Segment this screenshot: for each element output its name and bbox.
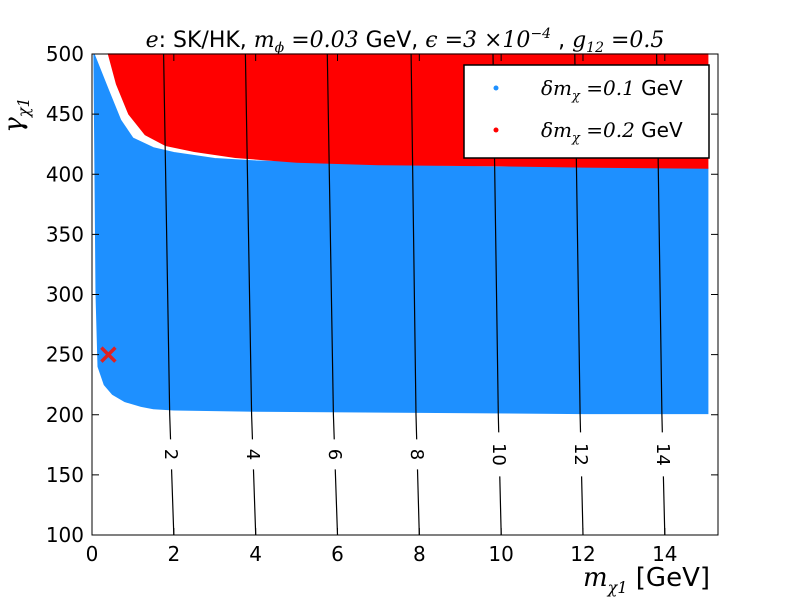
benchmark-marker (100, 346, 117, 363)
contour-label-10: 10 (488, 443, 509, 466)
x-label-unit: [GeV] (628, 563, 710, 593)
legend-label-blue: δmχ =0.1 GeV (541, 76, 683, 104)
title-lead-text: : SK/HK, (159, 28, 254, 53)
legend-marker-red (493, 127, 499, 133)
y-tick-label-500: 500 (46, 42, 84, 66)
contour-line-12 (574, 54, 584, 535)
chart-title: e: SK/HK, mϕ =0.03 GeV, ϵ =3 ×10−4 , g12… (146, 26, 665, 56)
y-tick-label-300: 300 (46, 283, 84, 307)
x-tick-label-14: 14 (652, 542, 677, 566)
title-eps-exp: −4 (530, 26, 551, 42)
x-label-sub: χ1 (607, 578, 628, 597)
title-eps-label: ϵ (425, 28, 437, 53)
contour-line-4 (244, 54, 257, 535)
x-label-var: m (583, 563, 608, 593)
legend-0-unit: GeV (635, 76, 683, 100)
y-tick-label-150: 150 (46, 463, 84, 487)
contour-line-8 (410, 54, 420, 535)
legend: δmχ =0.1 GeV δmχ =0.2 GeV (463, 64, 710, 159)
y-tick-label-350: 350 (46, 222, 84, 246)
marker-x (100, 346, 117, 363)
title-g-value: =0.5 (604, 28, 664, 53)
legend-1-sub: χ (571, 131, 581, 146)
legend-marker-blue (493, 85, 499, 91)
x-tick-label-12: 12 (570, 542, 595, 566)
title-g-label: g (572, 28, 586, 53)
y-axis-label: γχ1 (0, 97, 33, 132)
contour-line-6 (326, 54, 339, 535)
legend-1-value: =0.2 (580, 118, 635, 142)
title-g-sub: 12 (586, 40, 604, 56)
legend-box (463, 64, 710, 159)
y-label-sub: χ1 (14, 97, 33, 118)
legend-0-sub: χ (571, 89, 581, 104)
legend-0-var: δm (541, 76, 572, 100)
contour-line-14 (656, 54, 666, 535)
y-tick-label-450: 450 (46, 102, 84, 126)
y-tick-label-100: 100 (46, 523, 84, 547)
title-mphi-unit: GeV, (359, 28, 426, 53)
x-tick-label-10: 10 (488, 542, 513, 566)
legend-label-red: δmχ =0.2 GeV (541, 118, 683, 146)
contour-label-8: 8 (406, 449, 427, 460)
x-tick-label-4: 4 (249, 542, 262, 566)
x-tick-label-6: 6 (331, 542, 344, 566)
title-eps-value: =3 ×10 (438, 28, 531, 53)
title-mphi-value: =0.03 (284, 28, 358, 53)
y-axis-ticks: 100 150 200 250 300 350 400 450 500 (46, 42, 718, 547)
x-tick-label-0: 0 (86, 542, 99, 566)
contour-label-6: 6 (324, 449, 345, 460)
legend-1-unit: GeV (635, 118, 683, 142)
x-tick-label-2: 2 (167, 542, 180, 566)
title-mphi-sub: ϕ (275, 40, 285, 56)
y-tick-label-400: 400 (46, 162, 84, 186)
title-eps-sep: , (551, 28, 572, 53)
y-tick-label-200: 200 (46, 403, 84, 427)
region-series-0 (93, 53, 709, 415)
contour-line-10 (492, 54, 502, 535)
contour-lines: 2 4 6 8 10 12 14 (160, 54, 673, 535)
y-tick-label-250: 250 (46, 343, 84, 367)
title-lead-var: e (146, 28, 159, 53)
x-axis-ticks: 0 2 4 6 8 10 12 14 (86, 54, 678, 566)
x-axis-label: mχ1 [GeV] (583, 563, 710, 597)
contour-line-2 (163, 54, 175, 535)
contour-label-14: 14 (652, 443, 673, 466)
title-mphi-label: m (254, 28, 275, 53)
y-label-var: γ (0, 117, 29, 133)
contour-label-2: 2 (160, 449, 181, 460)
contour-label-12: 12 (570, 443, 591, 466)
legend-1-var: δm (541, 118, 572, 142)
contour-label-4: 4 (242, 449, 263, 460)
legend-0-value: =0.1 (580, 76, 635, 100)
x-tick-label-8: 8 (413, 542, 426, 566)
